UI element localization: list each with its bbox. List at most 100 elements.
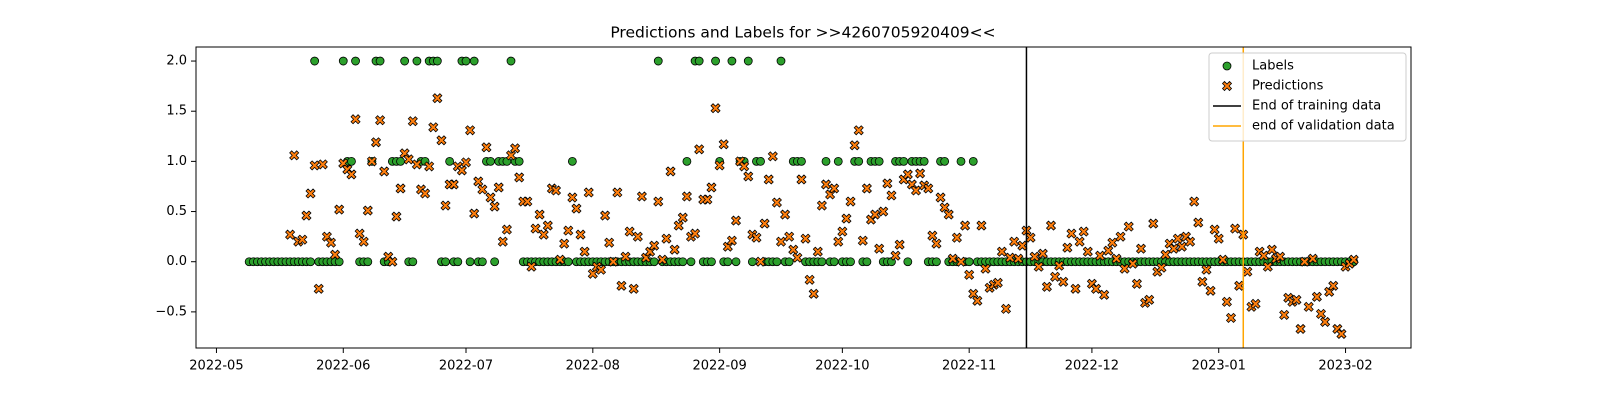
prediction-point bbox=[1062, 242, 1073, 253]
label-point bbox=[567, 156, 577, 166]
plot-area bbox=[244, 47, 1359, 348]
label-point bbox=[711, 56, 720, 66]
prediction-point bbox=[1168, 243, 1179, 254]
prediction-point bbox=[677, 212, 688, 223]
prediction-point bbox=[726, 235, 737, 246]
prediction-point bbox=[649, 240, 660, 251]
prediction-point bbox=[501, 224, 512, 235]
label-point bbox=[375, 56, 385, 66]
prediction-point bbox=[550, 185, 562, 196]
prediction-point bbox=[1266, 244, 1277, 255]
prediction-point bbox=[927, 230, 938, 241]
prediction-point bbox=[665, 166, 676, 177]
prediction-point bbox=[1315, 308, 1327, 319]
label-point bbox=[441, 257, 450, 267]
prediction-point bbox=[972, 295, 983, 306]
label-point bbox=[743, 56, 753, 66]
prediction-point bbox=[424, 161, 435, 172]
prediction-point bbox=[1209, 224, 1220, 235]
prediction-point bbox=[1299, 256, 1310, 267]
label-point bbox=[678, 257, 688, 267]
prediction-point bbox=[1135, 243, 1147, 254]
label-point bbox=[432, 56, 442, 66]
prediction-point bbox=[771, 197, 782, 208]
prediction-point bbox=[1127, 258, 1138, 269]
label-point bbox=[363, 257, 373, 267]
prediction-point bbox=[620, 251, 631, 262]
prediction-point bbox=[1103, 245, 1114, 256]
prediction-point bbox=[395, 183, 406, 194]
prediction-point bbox=[690, 228, 701, 239]
prediction-point bbox=[1176, 241, 1187, 252]
prediction-point bbox=[1058, 276, 1069, 287]
prediction-point bbox=[947, 253, 958, 264]
prediction-point bbox=[763, 174, 774, 185]
prediction-point bbox=[600, 210, 611, 221]
prediction-point bbox=[853, 125, 864, 136]
prediction-point bbox=[460, 157, 472, 168]
prediction-point bbox=[1082, 246, 1093, 257]
prediction-point bbox=[289, 150, 300, 161]
prediction-point bbox=[657, 254, 668, 265]
prediction-point bbox=[759, 218, 770, 229]
prediction-point bbox=[902, 169, 913, 180]
prediction-point bbox=[935, 192, 946, 203]
label-point bbox=[408, 257, 418, 267]
prediction-point bbox=[305, 188, 316, 199]
prediction-point bbox=[1328, 280, 1339, 291]
prediction-point bbox=[1185, 236, 1196, 247]
prediction-point bbox=[951, 232, 962, 243]
prediction-point bbox=[583, 187, 594, 198]
prediction-point bbox=[730, 215, 742, 226]
legend-label: Predictions bbox=[1252, 79, 1324, 94]
x-tick-label: 2023-01 bbox=[1192, 359, 1246, 374]
label-point bbox=[829, 257, 839, 267]
prediction-point bbox=[387, 256, 398, 267]
prediction-point bbox=[1156, 262, 1167, 273]
prediction-point bbox=[1221, 296, 1232, 307]
prediction-point bbox=[1107, 237, 1118, 248]
prediction-point bbox=[964, 269, 975, 280]
label-point bbox=[940, 156, 950, 166]
prediction-point bbox=[469, 208, 480, 219]
label-point bbox=[903, 257, 913, 267]
prediction-point bbox=[1131, 278, 1142, 289]
prediction-point bbox=[407, 116, 418, 127]
prediction-point bbox=[767, 151, 778, 162]
prediction-point bbox=[1172, 233, 1183, 244]
label-point bbox=[956, 156, 966, 166]
prediction-point bbox=[514, 172, 525, 183]
prediction-point bbox=[800, 233, 811, 244]
prediction-point bbox=[1029, 251, 1040, 262]
label-point bbox=[563, 257, 573, 267]
prediction-point bbox=[334, 204, 345, 215]
prediction-point bbox=[1320, 316, 1331, 327]
prediction-point bbox=[1115, 231, 1126, 242]
prediction-point bbox=[420, 188, 431, 199]
prediction-point bbox=[874, 243, 885, 254]
prediction-point bbox=[780, 209, 791, 220]
label-point bbox=[776, 56, 786, 66]
prediction-point bbox=[1148, 218, 1159, 229]
prediction-point bbox=[358, 236, 369, 247]
y-tick-label: 1.5 bbox=[166, 104, 187, 119]
prediction-point bbox=[694, 144, 705, 155]
label-point bbox=[968, 156, 978, 166]
prediction-point bbox=[526, 261, 537, 272]
prediction-point bbox=[628, 283, 639, 294]
prediction-point bbox=[804, 274, 815, 285]
prediction-point bbox=[1095, 250, 1106, 261]
prediction-point bbox=[473, 176, 484, 187]
prediction-point bbox=[571, 203, 582, 214]
y-tick-label: 1.0 bbox=[166, 154, 187, 169]
prediction-point bbox=[1197, 276, 1208, 287]
label-point bbox=[514, 156, 524, 166]
prediction-point bbox=[1201, 264, 1212, 275]
prediction-point bbox=[751, 232, 762, 243]
prediction-point bbox=[882, 178, 893, 189]
prediction-point bbox=[890, 250, 901, 261]
prediction-point bbox=[391, 211, 402, 222]
prediction-point bbox=[910, 185, 922, 196]
prediction-point bbox=[706, 182, 717, 193]
x-tick-label: 2022-09 bbox=[692, 359, 746, 374]
